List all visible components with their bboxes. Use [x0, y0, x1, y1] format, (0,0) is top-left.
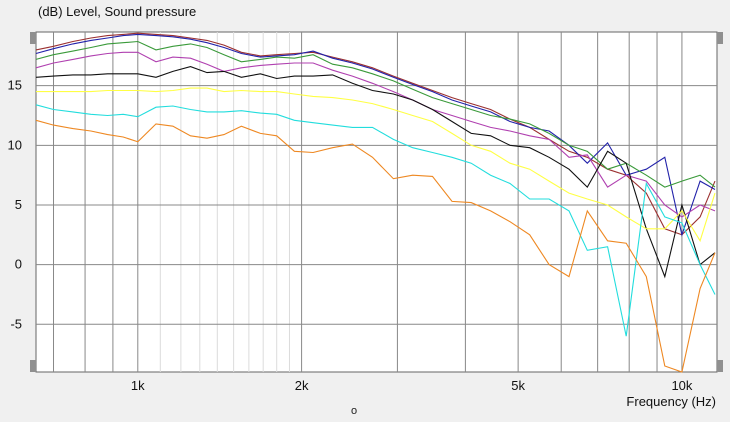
plot-area — [35, 31, 718, 373]
x-tick-labels: 1k 2k 5k 10k — [131, 378, 693, 393]
x-tick-label: 10k — [671, 378, 692, 393]
chart-title: (dB) Level, Sound pressure — [38, 4, 196, 19]
y-tick-label: 15 — [8, 78, 22, 93]
series-line-8 — [35, 119, 716, 373]
series-line-2 — [35, 33, 716, 237]
series-lines — [35, 32, 716, 373]
y-tick-label: -5 — [10, 316, 22, 331]
x-tick-label: 1k — [131, 378, 145, 393]
series-line-1 — [35, 32, 716, 236]
series-line-4 — [35, 51, 716, 218]
y-tick-label: 5 — [15, 197, 22, 212]
y-tick-labels: 15 10 5 0 -5 — [8, 78, 22, 332]
right-top-slider-handle[interactable] — [717, 32, 723, 44]
x-tick-label: 5k — [511, 378, 525, 393]
footer-marker: o — [351, 405, 357, 417]
left-bottom-slider-handle[interactable] — [30, 360, 36, 372]
series-line-5 — [35, 66, 716, 279]
series-line-7 — [35, 104, 716, 337]
series-line-3 — [35, 40, 716, 188]
x-axis-label: Frequency (Hz) — [626, 394, 716, 409]
y-tick-label: 0 — [15, 257, 22, 272]
right-bottom-slider-handle[interactable] — [717, 360, 723, 372]
left-top-slider-handle[interactable] — [30, 32, 36, 44]
y-tick-label: 10 — [8, 137, 22, 152]
x-tick-label: 2k — [295, 378, 309, 393]
series-line-6 — [36, 87, 716, 243]
